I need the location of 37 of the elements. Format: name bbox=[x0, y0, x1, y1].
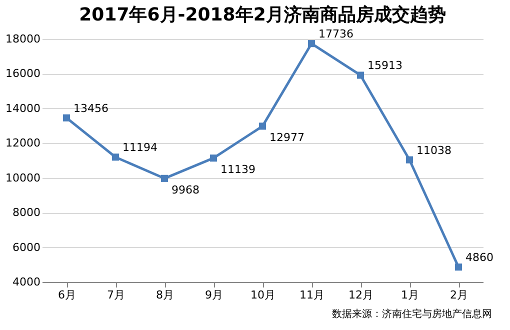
point bbox=[160, 174, 168, 182]
data-label: 4860 bbox=[466, 251, 494, 264]
y-tick-label: 4000 bbox=[12, 276, 40, 288]
data-label: 15913 bbox=[368, 59, 402, 72]
chart-title: 2017年6月-2018年2月济南商品房成交趋势 bbox=[79, 4, 446, 26]
y-tick-label: 14000 bbox=[6, 102, 40, 115]
data-label: 11038 bbox=[416, 144, 452, 157]
data-label: 11194 bbox=[122, 141, 158, 154]
data-label: 11139 bbox=[220, 163, 256, 176]
point bbox=[356, 72, 364, 79]
x-tick-label: 11月 bbox=[300, 288, 324, 302]
y-tick-label: 10000 bbox=[6, 171, 40, 184]
x-tick-label: 10月 bbox=[250, 288, 276, 302]
point bbox=[210, 154, 218, 162]
point bbox=[454, 264, 462, 271]
y-tick-label: 18000 bbox=[6, 32, 40, 46]
data-label: 13456 bbox=[74, 102, 108, 115]
x-tick-label: 1月 bbox=[401, 288, 419, 302]
y-tick-label: 12000 bbox=[6, 136, 40, 150]
x-tick-label: 7月 bbox=[107, 288, 125, 302]
x-tick-label: 6月 bbox=[58, 288, 76, 302]
point bbox=[258, 122, 266, 130]
source-note: 数据来源：济南住宅与房地产信息网 bbox=[332, 308, 492, 320]
data-label: 17736 bbox=[318, 28, 354, 41]
point bbox=[308, 40, 316, 48]
point bbox=[112, 154, 120, 161]
x-tick-label: 9月 bbox=[205, 288, 223, 302]
point bbox=[406, 156, 414, 164]
y-tick-label: 8000 bbox=[12, 206, 40, 220]
data-label: 9968 bbox=[172, 183, 200, 196]
x-tick-label: 2月 bbox=[450, 288, 468, 302]
data-label: 12977 bbox=[270, 131, 304, 144]
x-tick-label: 12月 bbox=[348, 288, 374, 302]
point bbox=[62, 114, 70, 122]
y-tick-label: 6000 bbox=[12, 240, 40, 254]
x-tick-label: 8月 bbox=[156, 288, 174, 302]
y-tick-label: 16000 bbox=[6, 67, 40, 80]
